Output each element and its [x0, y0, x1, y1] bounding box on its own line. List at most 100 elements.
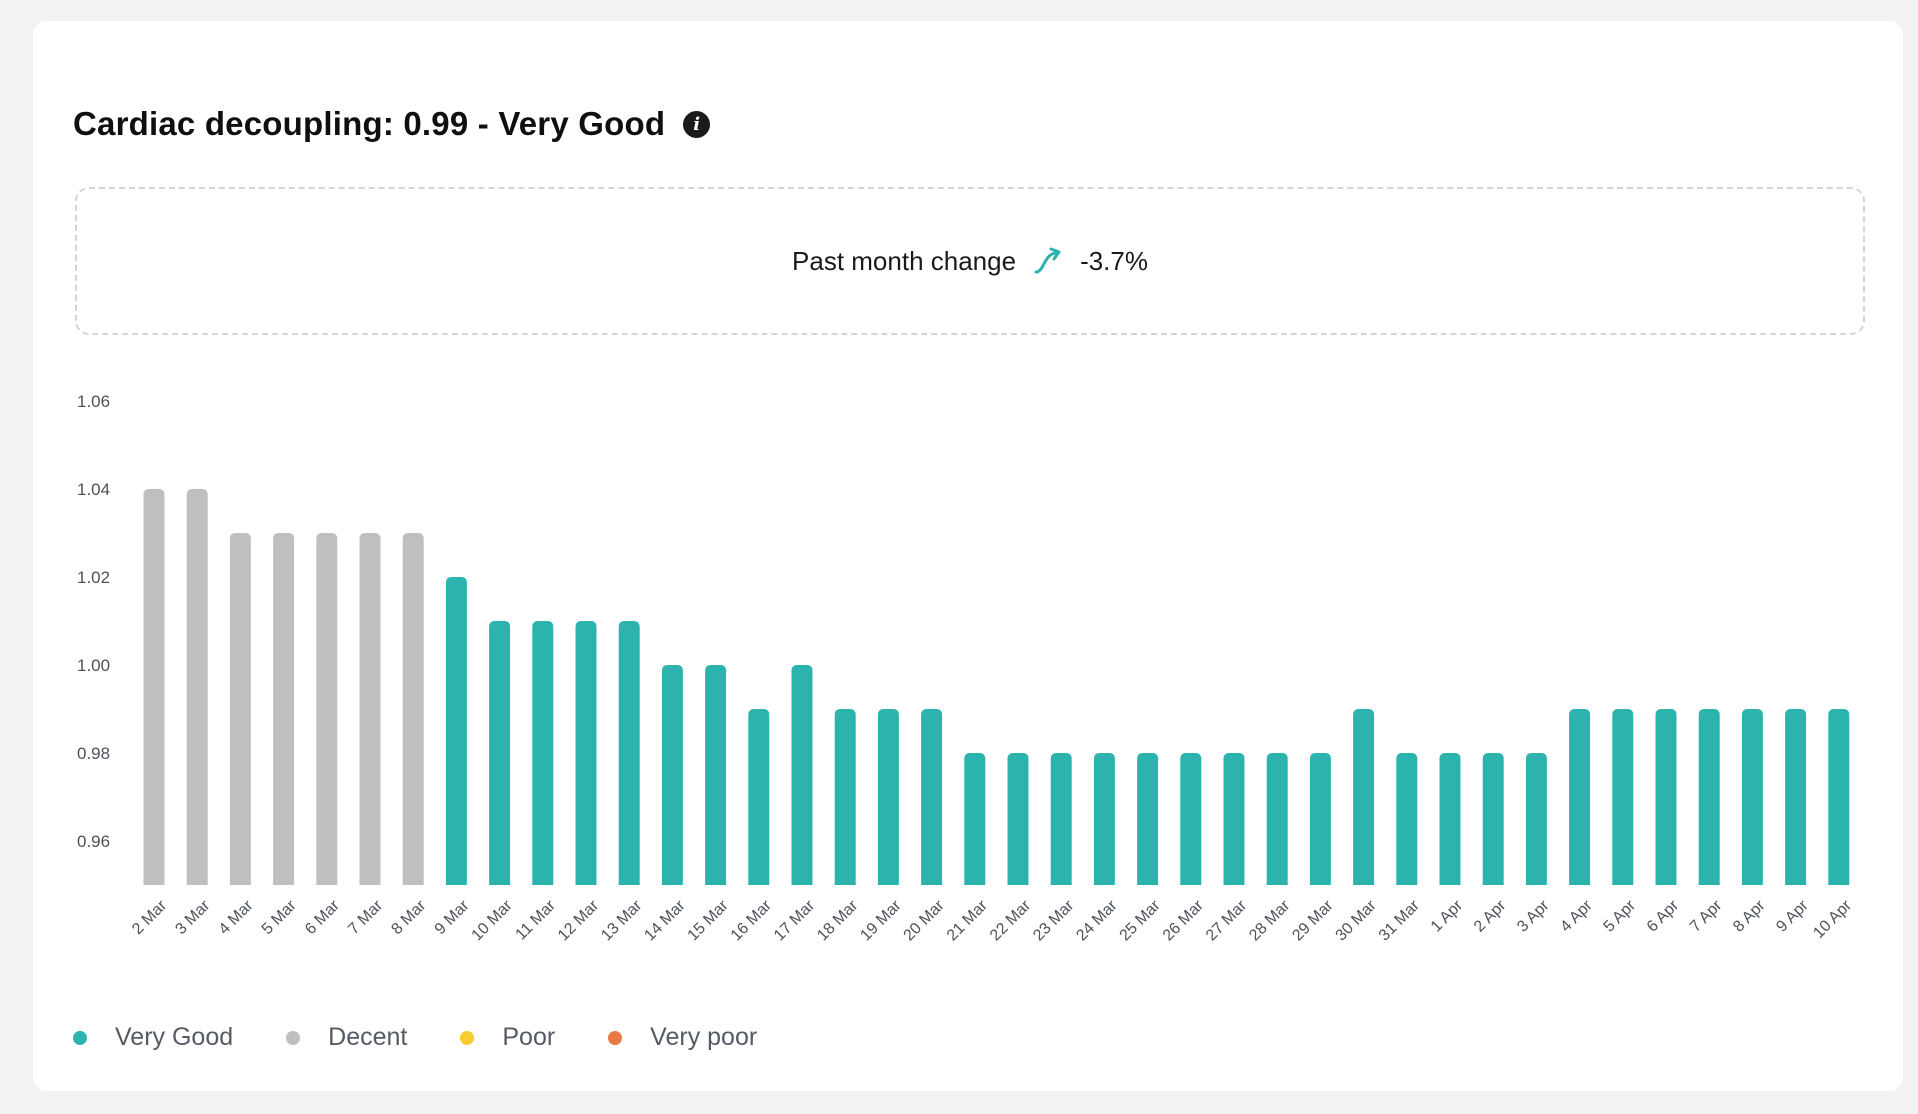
bar[interactable]: [1439, 753, 1461, 885]
bar[interactable]: [489, 621, 511, 885]
x-tick-label: 2 Apr: [1471, 897, 1510, 936]
x-tick-label: 6 Mar: [302, 897, 343, 938]
bar[interactable]: [705, 665, 727, 885]
legend-item[interactable]: Very poor: [608, 1023, 757, 1052]
bar[interactable]: [186, 489, 208, 885]
bar[interactable]: [1309, 753, 1331, 885]
bar[interactable]: [1093, 753, 1115, 885]
bar[interactable]: [1223, 753, 1245, 885]
bar[interactable]: [1828, 709, 1850, 885]
x-tick-label: 28 Mar: [1246, 897, 1294, 945]
bars: [143, 489, 1850, 885]
x-tick-label: 8 Mar: [388, 897, 429, 938]
x-tick-label: 3 Apr: [1514, 897, 1553, 936]
legend-label: Very Good: [115, 1023, 234, 1051]
bar[interactable]: [1569, 709, 1591, 885]
x-tick-label: 30 Mar: [1333, 897, 1381, 945]
bar[interactable]: [1137, 753, 1159, 885]
bar[interactable]: [1180, 753, 1202, 885]
bar[interactable]: [532, 621, 554, 885]
x-tick-label: 16 Mar: [728, 897, 776, 945]
bar[interactable]: [1698, 709, 1720, 885]
card-title: Cardiac decoupling: 0.99 - Very Good: [73, 105, 666, 142]
bar[interactable]: [1525, 753, 1547, 885]
bar[interactable]: [1007, 753, 1029, 885]
x-tick-label: 27 Mar: [1203, 897, 1251, 945]
legend-dot-icon: [286, 1030, 301, 1045]
bar[interactable]: [273, 533, 295, 885]
x-tick-label: 13 Mar: [598, 897, 646, 945]
bar[interactable]: [1741, 709, 1763, 885]
bar[interactable]: [229, 533, 251, 885]
x-tick-label: 23 Mar: [1030, 897, 1078, 945]
x-tick-label: 10 Mar: [469, 897, 517, 945]
x-tick-label: 5 Mar: [259, 897, 300, 938]
bar[interactable]: [143, 489, 165, 885]
legend-dot-icon: [608, 1030, 623, 1045]
x-tick-label: 5 Apr: [1601, 897, 1640, 936]
x-tick-label: 10 Apr: [1810, 897, 1855, 942]
x-tick-label: 7 Mar: [345, 897, 386, 938]
y-tick-label: 0.98: [77, 744, 110, 763]
x-axis: 2 Mar 3 Mar 4 Mar 5 Mar 6 Mar 7 Mar 8 Mar 9 Mar…: [129, 897, 1855, 945]
x-tick-label: 20 Mar: [901, 897, 949, 945]
legend-label: Poor: [502, 1023, 556, 1051]
legend-item[interactable]: Very Good: [73, 1023, 233, 1052]
legend-item[interactable]: Decent: [286, 1023, 407, 1052]
x-tick-label: 12 Mar: [555, 897, 603, 945]
bar[interactable]: [575, 621, 597, 885]
x-tick-label: 19 Mar: [857, 897, 905, 945]
x-tick-label: 9 Mar: [432, 897, 473, 938]
bar[interactable]: [791, 665, 813, 885]
bar[interactable]: [1353, 709, 1375, 885]
y-tick-label: 0.96: [77, 832, 110, 851]
legend-item[interactable]: Poor: [460, 1023, 555, 1052]
bar[interactable]: [618, 621, 640, 885]
info-icon[interactable]: i: [683, 110, 711, 138]
x-tick-label: 21 Mar: [944, 897, 992, 945]
bar[interactable]: [316, 533, 338, 885]
legend-dot-icon: [73, 1030, 87, 1045]
bar[interactable]: [1050, 753, 1072, 885]
bar[interactable]: [921, 709, 943, 885]
x-tick-label: 25 Mar: [1117, 897, 1165, 945]
x-tick-label: 1 Apr: [1428, 897, 1467, 936]
bar[interactable]: [445, 577, 467, 885]
bar[interactable]: [359, 533, 381, 885]
past-month-change-box: Past month change -3.7%: [75, 187, 1865, 335]
x-tick-label: 31 Mar: [1376, 897, 1424, 945]
bar[interactable]: [1482, 753, 1504, 885]
bar[interactable]: [402, 533, 424, 885]
x-tick-label: 7 Apr: [1687, 897, 1726, 936]
change-value: -3.7%: [1080, 245, 1148, 276]
bar[interactable]: [964, 753, 986, 885]
bar[interactable]: [1396, 753, 1418, 885]
bar[interactable]: [1655, 709, 1677, 885]
bar[interactable]: [1612, 709, 1634, 885]
bar[interactable]: [877, 709, 899, 885]
bar[interactable]: [834, 709, 856, 885]
x-tick-label: 4 Mar: [216, 897, 257, 938]
x-tick-label: 29 Mar: [1289, 897, 1337, 945]
x-tick-label: 15 Mar: [685, 897, 733, 945]
bar[interactable]: [1785, 709, 1807, 885]
y-tick-label: 1.00: [77, 656, 110, 675]
title-row: Cardiac decoupling: 0.99 - Very Good i: [73, 105, 711, 143]
bar[interactable]: [661, 665, 683, 885]
x-tick-label: 18 Mar: [814, 897, 862, 945]
trend-arrow-icon: [1034, 247, 1061, 274]
change-label: Past month change: [792, 245, 1017, 276]
y-axis: 1.06 1.04 1.02 1.00 0.98 0.96: [77, 392, 110, 851]
x-tick-label: 17 Mar: [771, 897, 819, 945]
x-tick-label: 6 Apr: [1644, 897, 1683, 936]
bar[interactable]: [748, 709, 770, 885]
x-tick-label: 2 Mar: [129, 897, 170, 938]
y-tick-label: 1.06: [77, 392, 110, 411]
bar[interactable]: [1266, 753, 1288, 885]
x-tick-label: 11 Mar: [513, 897, 560, 944]
legend: Very Good Decent Poor Very poor: [73, 1023, 810, 1052]
x-tick-label: 9 Apr: [1773, 897, 1812, 936]
x-tick-label: 24 Mar: [1073, 897, 1121, 945]
x-tick-label: 4 Apr: [1557, 897, 1596, 936]
bar-chart: 1.06 1.04 1.02 1.00 0.98 0.96 2 Mar 3 Mar 4 Mar…: [77, 392, 1855, 945]
